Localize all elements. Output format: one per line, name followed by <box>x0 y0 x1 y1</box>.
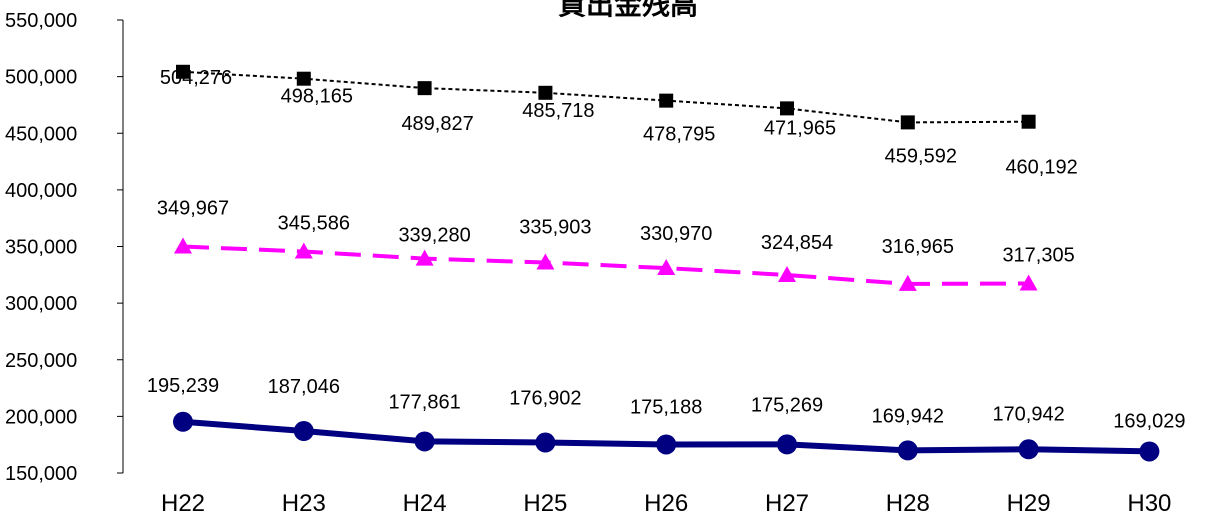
series-3-point <box>414 431 435 452</box>
series-3-data-label: 175,269 <box>751 394 823 416</box>
series-1-data-label: 460,192 <box>1005 157 1077 179</box>
series-2-data-label: 316,965 <box>882 236 954 258</box>
series-1-line <box>182 70 1029 124</box>
series-2-data-label: 335,903 <box>519 216 591 238</box>
series-2-point <box>415 249 434 266</box>
series-2-point <box>536 253 555 270</box>
series-2-line <box>182 244 1029 286</box>
series-1-point <box>780 101 794 116</box>
y-tick-label: 400,000 <box>5 180 77 202</box>
series-3-data-label: 195,239 <box>147 375 219 397</box>
y-tick-label: 450,000 <box>5 123 77 145</box>
series-3-point <box>293 421 314 442</box>
series-layer <box>173 64 1160 462</box>
series-2-data-label: 324,854 <box>761 232 833 254</box>
series-3-point <box>656 434 677 455</box>
series-2-data-label: 349,967 <box>157 198 229 220</box>
x-tick-label: H22 <box>161 490 205 517</box>
series-3-data-label: 187,046 <box>268 376 340 398</box>
series-1-data-label: 489,827 <box>401 113 473 135</box>
series-1-point <box>417 81 432 96</box>
series-2-point <box>657 259 676 276</box>
axes: 150,000 200,000 250,000 300,000 350,000 400,0… <box>5 10 1171 517</box>
y-tick-label: 150,000 <box>5 463 77 485</box>
series-3-point <box>897 440 918 461</box>
series-1-data-label: 459,592 <box>885 145 957 167</box>
series-3-point <box>535 432 556 453</box>
data-labels-layer: 504,276 498,165 489,827 485,718 478,795 471,9… <box>147 67 1186 433</box>
series-1-point <box>296 71 311 86</box>
y-tick-label: 250,000 <box>5 350 77 372</box>
series-1-data-label: 504,276 <box>160 67 232 89</box>
series-1-point <box>538 85 553 100</box>
series-1-data-label: 478,795 <box>643 124 715 146</box>
series-2-point <box>294 242 313 259</box>
x-tick-label: H23 <box>282 490 326 517</box>
y-tick-label: 550,000 <box>5 10 77 32</box>
y-tick-label: 350,000 <box>5 237 77 259</box>
series-1-point <box>659 93 674 108</box>
series-1-data-label: 471,965 <box>764 117 836 139</box>
series-1-data-label: 485,718 <box>522 100 594 122</box>
series-3-point <box>1018 439 1039 460</box>
series-2-data-label: 345,586 <box>278 212 350 234</box>
x-tick-label: H28 <box>886 490 930 517</box>
series-3-point <box>777 434 797 455</box>
series-2-data-label: 317,305 <box>1002 245 1074 267</box>
y-tick-label: 500,000 <box>5 67 77 89</box>
x-tick-label: H24 <box>403 490 447 517</box>
series-3-data-label: 176,902 <box>509 388 581 410</box>
series-1-data-label: 498,165 <box>281 86 353 108</box>
series-2-point <box>898 274 917 291</box>
series-3-point <box>173 411 193 432</box>
x-tick-label: H25 <box>523 490 567 517</box>
series-3-data-label: 175,188 <box>630 396 702 418</box>
x-tick-label: H30 <box>1127 490 1171 517</box>
series-2-data-label: 339,280 <box>398 225 470 247</box>
series-2-point <box>174 237 192 254</box>
x-tick-label: H27 <box>765 490 809 517</box>
series-2-point <box>1019 274 1038 291</box>
series-3-data-label: 170,942 <box>992 403 1064 425</box>
series-1-point <box>1021 114 1036 129</box>
x-tick-label: H26 <box>644 490 688 517</box>
y-tick-label: 300,000 <box>5 293 77 315</box>
series-1-point <box>176 64 190 79</box>
series-2-data-label: 330,970 <box>640 223 712 245</box>
series-3-point <box>1139 441 1160 462</box>
x-tick-label: H29 <box>1007 490 1051 517</box>
series-1-point <box>900 115 915 130</box>
series-3-data-label: 169,029 <box>1113 410 1185 432</box>
series-3-data-label: 177,861 <box>388 391 460 413</box>
y-tick-label: 200,000 <box>5 406 77 428</box>
chart-title: 貸出金残高 <box>558 0 698 20</box>
series-2-point <box>778 265 796 282</box>
series-3-data-label: 169,942 <box>872 405 944 427</box>
